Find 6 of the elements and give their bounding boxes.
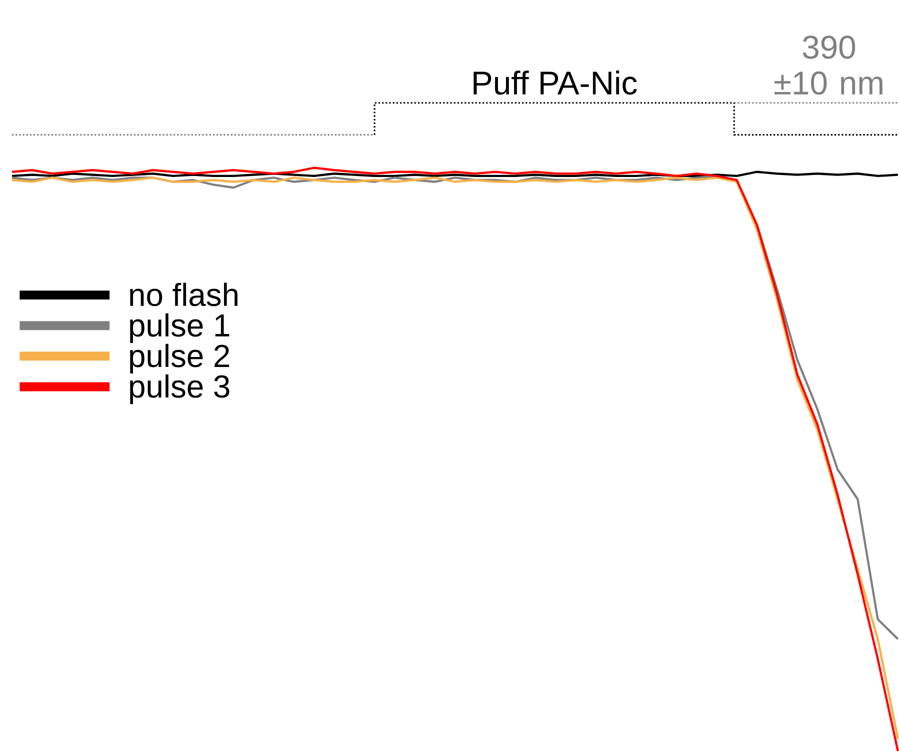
- text: Puff PA-Nic: [474, 70, 637, 95]
- legend-label: no flash: [130, 282, 238, 306]
- legend-label: pulse 2: [130, 344, 230, 374]
- legend-label: pulse 3: [130, 374, 230, 404]
- legend-label: pulse 1: [130, 313, 230, 343]
- text: 390 ±10 nm: [774, 36, 882, 95]
